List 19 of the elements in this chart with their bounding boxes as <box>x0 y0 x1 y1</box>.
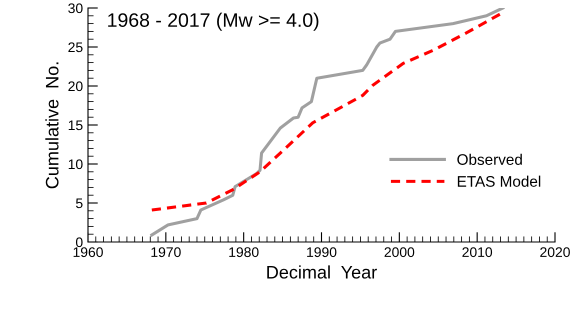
x-tick-label: 2000 <box>384 247 414 258</box>
y-tick-label: 10 <box>68 159 83 170</box>
y-tick-label: 25 <box>68 42 83 52</box>
x-tick-label: 1970 <box>151 247 181 258</box>
x-tick-label: 1990 <box>307 247 336 258</box>
y-tick-label: 0 <box>76 237 83 248</box>
legend-label: ETAS Model <box>458 176 540 187</box>
legend-label: Observed <box>457 154 522 165</box>
x-tick-label: 1960 <box>74 247 103 258</box>
y-tick-label: 20 <box>68 81 83 92</box>
x-tick-label: 2010 <box>462 247 492 258</box>
y-tick-label: 5 <box>76 198 83 208</box>
y-tick-label: 30 <box>68 3 83 14</box>
y-tick-label: 15 <box>68 120 83 130</box>
chart-title: 1968 - 2017 (Mw >= 4.0) <box>108 12 318 31</box>
y-axis-title: Cumulative No. <box>45 62 59 188</box>
x-tick-label: 2020 <box>540 247 570 258</box>
x-axis-title: Decimal Year <box>267 265 377 279</box>
x-tick-label: 1980 <box>229 247 259 258</box>
